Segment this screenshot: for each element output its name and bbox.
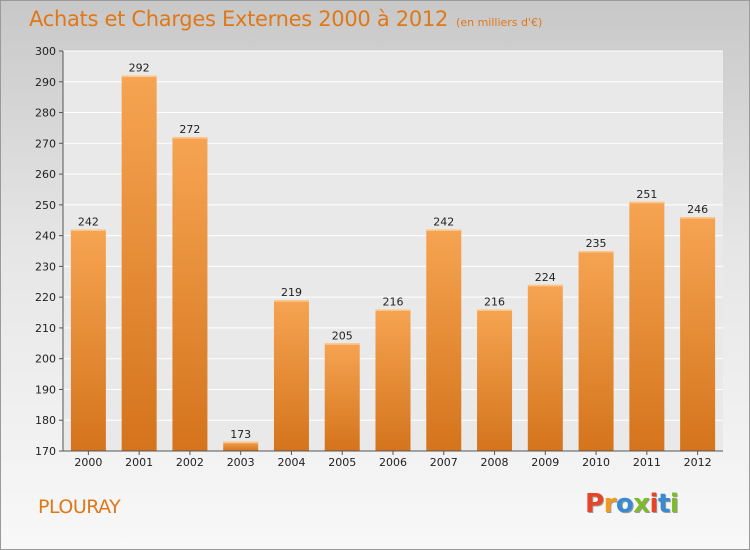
- data-label: 224: [535, 271, 556, 284]
- y-tick-label: 210: [35, 322, 56, 335]
- bar: [70, 229, 106, 451]
- y-tick-label: 280: [35, 107, 56, 120]
- y-tick-label: 250: [35, 199, 56, 212]
- x-tick-label: 2004: [277, 456, 305, 469]
- bar: [680, 217, 716, 451]
- y-tick-label: 170: [35, 445, 56, 458]
- data-label: 242: [433, 215, 454, 228]
- bar-highlight: [70, 229, 106, 231]
- data-label: 246: [687, 203, 708, 216]
- data-label: 235: [586, 237, 607, 250]
- y-tick-label: 240: [35, 230, 56, 243]
- bar-highlight: [172, 137, 208, 139]
- x-tick-label: 2009: [531, 456, 559, 469]
- logo-letter: x: [633, 489, 650, 519]
- data-label: 242: [78, 215, 99, 228]
- bar: [477, 309, 513, 451]
- y-tick-label: 200: [35, 353, 56, 366]
- bar: [426, 229, 462, 451]
- bar-highlight: [273, 300, 309, 302]
- x-tick-label: 2002: [176, 456, 204, 469]
- bar-highlight: [121, 75, 157, 78]
- data-label: 205: [332, 329, 353, 342]
- data-label: 216: [484, 295, 505, 308]
- bar-highlight: [375, 309, 411, 311]
- x-tick-label: 2007: [430, 456, 458, 469]
- bar: [578, 251, 614, 451]
- data-label: 251: [636, 188, 657, 201]
- x-tick-label: 2008: [481, 456, 509, 469]
- bar: [375, 309, 411, 451]
- y-tick-label: 300: [35, 45, 56, 58]
- bar: [629, 201, 665, 451]
- y-tick-label: 190: [35, 383, 56, 396]
- bar-highlight: [324, 343, 360, 345]
- x-tick-label: 2001: [125, 456, 153, 469]
- bar-highlight: [426, 229, 462, 231]
- y-tick-label: 230: [35, 260, 56, 273]
- x-tick-label: 2006: [379, 456, 407, 469]
- y-tick-label: 260: [35, 168, 56, 181]
- data-label: 292: [129, 62, 150, 75]
- x-tick-label: 2010: [582, 456, 610, 469]
- bar-highlight: [527, 284, 563, 287]
- bar: [527, 284, 563, 451]
- y-tick-label: 290: [35, 76, 56, 89]
- bar-highlight: [680, 217, 716, 219]
- logo-letter: P: [585, 489, 604, 519]
- data-label: 272: [179, 123, 200, 136]
- x-tick-label: 2000: [74, 456, 102, 469]
- data-label: 219: [281, 286, 302, 299]
- bar-highlight: [629, 201, 665, 204]
- bar: [223, 441, 259, 451]
- x-tick-label: 2012: [684, 456, 712, 469]
- chart-subtitle: (en milliers d'€): [456, 16, 543, 29]
- logo-letter: i: [669, 489, 679, 519]
- logo-letter: r: [603, 489, 617, 519]
- y-tick-label: 220: [35, 291, 56, 304]
- logo-letter: t: [657, 489, 670, 519]
- proxiti-logo: Proxiti: [585, 489, 679, 519]
- logo-letter: o: [615, 489, 634, 519]
- data-label: 173: [230, 428, 251, 441]
- chart-title-text: Achats et Charges Externes 2000 à 2012: [29, 7, 449, 31]
- x-tick-label: 2003: [227, 456, 255, 469]
- chart-title: Achats et Charges Externes 2000 à 2012 (e…: [29, 7, 542, 31]
- bar-highlight: [223, 441, 259, 444]
- logo-letter: i: [649, 489, 659, 519]
- bar-highlight: [477, 309, 513, 311]
- bar: [121, 75, 157, 451]
- bar: [324, 343, 360, 451]
- x-tick-label: 2011: [633, 456, 661, 469]
- bar: [172, 137, 208, 451]
- data-label: 216: [383, 295, 404, 308]
- bar: [273, 300, 309, 451]
- y-tick-label: 180: [35, 414, 56, 427]
- x-tick-label: 2005: [328, 456, 356, 469]
- commune-name: PLOURAY: [38, 496, 121, 518]
- y-tick-label: 270: [35, 137, 56, 150]
- bar-highlight: [578, 251, 614, 253]
